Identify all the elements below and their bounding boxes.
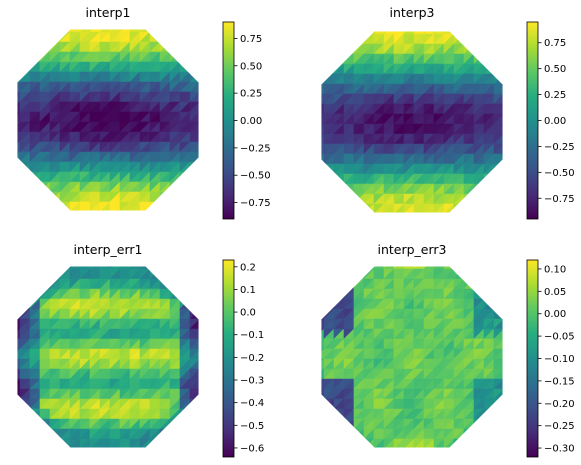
colorbar-tick-label: 0.50 bbox=[544, 64, 566, 75]
tri-mesh bbox=[321, 31, 503, 213]
colorbar-tick-label: −0.05 bbox=[544, 332, 575, 343]
panel-title: interp3 bbox=[389, 5, 434, 20]
colorbar-tick-label: 0.75 bbox=[544, 38, 566, 49]
colorbar-tick-label: 0.10 bbox=[544, 264, 566, 275]
colorbar-tick-label: 0.1 bbox=[240, 285, 256, 296]
colorbar-tick-label: 0.00 bbox=[544, 309, 566, 320]
colorbar-tick-label: −0.4 bbox=[240, 398, 264, 409]
colorbar-tick-label: 0.25 bbox=[544, 90, 566, 101]
colorbar-tick-label: −0.50 bbox=[240, 171, 271, 182]
colorbar-tick-label: −0.6 bbox=[240, 443, 264, 454]
panel-title: interp1 bbox=[85, 5, 130, 20]
colorbar-tick-label: −0.25 bbox=[544, 421, 575, 432]
colorbar-tick-label: −0.1 bbox=[240, 330, 264, 341]
tri-mesh bbox=[321, 266, 503, 448]
colorbar-tick-label: −0.50 bbox=[544, 168, 575, 179]
colorbar-tick-label: 0.00 bbox=[544, 116, 566, 127]
colorbar-tick-label: 0.50 bbox=[240, 61, 262, 72]
colorbar-gradient bbox=[222, 21, 235, 220]
colorbar-tick-label: 0.05 bbox=[544, 287, 566, 298]
tri-mesh bbox=[17, 266, 199, 448]
tri-mesh bbox=[17, 29, 199, 211]
colorbar-tick-label: −0.25 bbox=[544, 142, 575, 153]
colorbar-tick-label: −0.5 bbox=[240, 421, 264, 432]
colorbar-tick-label: 0.00 bbox=[240, 116, 262, 127]
colorbar-tick-label: −0.75 bbox=[240, 198, 271, 209]
panel-4: interp_err3 0.10 0.05 0.00 −0.05 −0.10 −0.15 −0… bbox=[321, 242, 575, 458]
panel-1: interp1 0.75 0.50 0.25 0.00 −0.25 −0.50 −0.75 bbox=[17, 5, 271, 220]
colorbar: 0.10 0.05 0.00 −0.05 −0.10 −0.15 −0.20 −0.25 −0.… bbox=[526, 259, 575, 458]
colorbar: 0.75 0.50 0.25 0.00 −0.25 −0.50 −0.75 bbox=[526, 21, 575, 220]
colorbar-tick-label: −0.75 bbox=[544, 194, 575, 205]
panel-3: interp_err1 0.2 0.1 0.0 −0.1 −0.2 −0.3 −0.4 −0.5… bbox=[17, 242, 264, 458]
colorbar: 0.2 0.1 0.0 −0.1 −0.2 −0.3 −0.4 −0.5 −0.6 bbox=[222, 259, 264, 458]
colorbar-tick-label: −0.10 bbox=[544, 354, 575, 365]
colorbar-tick-label: −0.20 bbox=[544, 399, 575, 410]
colorbar: 0.75 0.50 0.25 0.00 −0.25 −0.50 −0.75 bbox=[222, 21, 271, 220]
colorbar-tick-label: −0.2 bbox=[240, 353, 264, 364]
colorbar-tick-label: 0.75 bbox=[240, 34, 262, 45]
colorbar-gradient bbox=[526, 21, 539, 220]
colorbar-gradient bbox=[222, 259, 235, 458]
colorbar-tick-label: −0.25 bbox=[240, 143, 271, 154]
colorbar-gradient bbox=[526, 259, 539, 458]
panel-title: interp_err3 bbox=[377, 242, 446, 257]
panel-2: interp3 0.75 0.50 0.25 0.00 −0.25 −0.50 −0.75 bbox=[321, 5, 575, 220]
colorbar-tick-label: −0.30 bbox=[544, 444, 575, 455]
colorbar-tick-label: −0.3 bbox=[240, 376, 264, 387]
colorbar-tick-label: 0.0 bbox=[240, 308, 256, 319]
colorbar-tick-label: −0.15 bbox=[544, 376, 575, 387]
colorbar-tick-label: 0.25 bbox=[240, 89, 262, 100]
colorbar-tick-label: 0.2 bbox=[240, 262, 256, 273]
panel-title: interp_err1 bbox=[73, 242, 142, 257]
